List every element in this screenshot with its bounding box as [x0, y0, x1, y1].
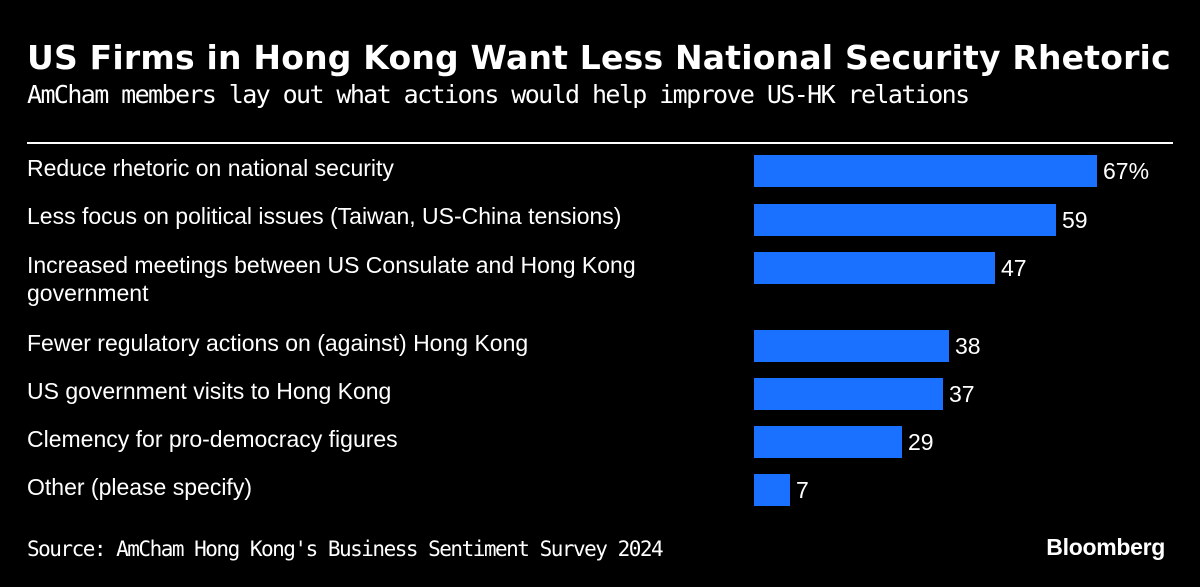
bar [754, 378, 943, 410]
value-label: 67% [1103, 158, 1149, 184]
bloomberg-logo: Bloomberg [1046, 534, 1165, 560]
value-label: 47 [1001, 255, 1027, 281]
bar [754, 426, 902, 458]
category-label: Other (please specify) [27, 474, 252, 500]
value-label: 7 [796, 477, 809, 503]
chart-title: US Firms in Hong Kong Want Less National… [27, 38, 1171, 77]
bar [754, 474, 790, 506]
category-label: Less focus on political issues (Taiwan, … [27, 203, 622, 229]
source-note: Source: AmCham Hong Kong's Business Sent… [27, 537, 664, 561]
chart-subtitle: AmCham members lay out what actions woul… [27, 80, 970, 109]
bar [754, 204, 1056, 236]
category-label: Increased meetings between US Consulate … [27, 252, 636, 306]
value-label: 59 [1062, 207, 1088, 233]
category-label: Clemency for pro-democracy figures [27, 426, 398, 452]
category-label: US government visits to Hong Kong [27, 378, 392, 404]
bar [754, 252, 995, 284]
category-label: Fewer regulatory actions on (against) Ho… [27, 330, 529, 356]
value-label: 29 [908, 429, 934, 455]
bar [754, 330, 949, 362]
value-label: 37 [949, 381, 975, 407]
value-label: 38 [955, 333, 981, 359]
category-label: Reduce rhetoric on national security [27, 155, 394, 181]
title-divider [27, 142, 1173, 144]
bar [754, 155, 1097, 187]
